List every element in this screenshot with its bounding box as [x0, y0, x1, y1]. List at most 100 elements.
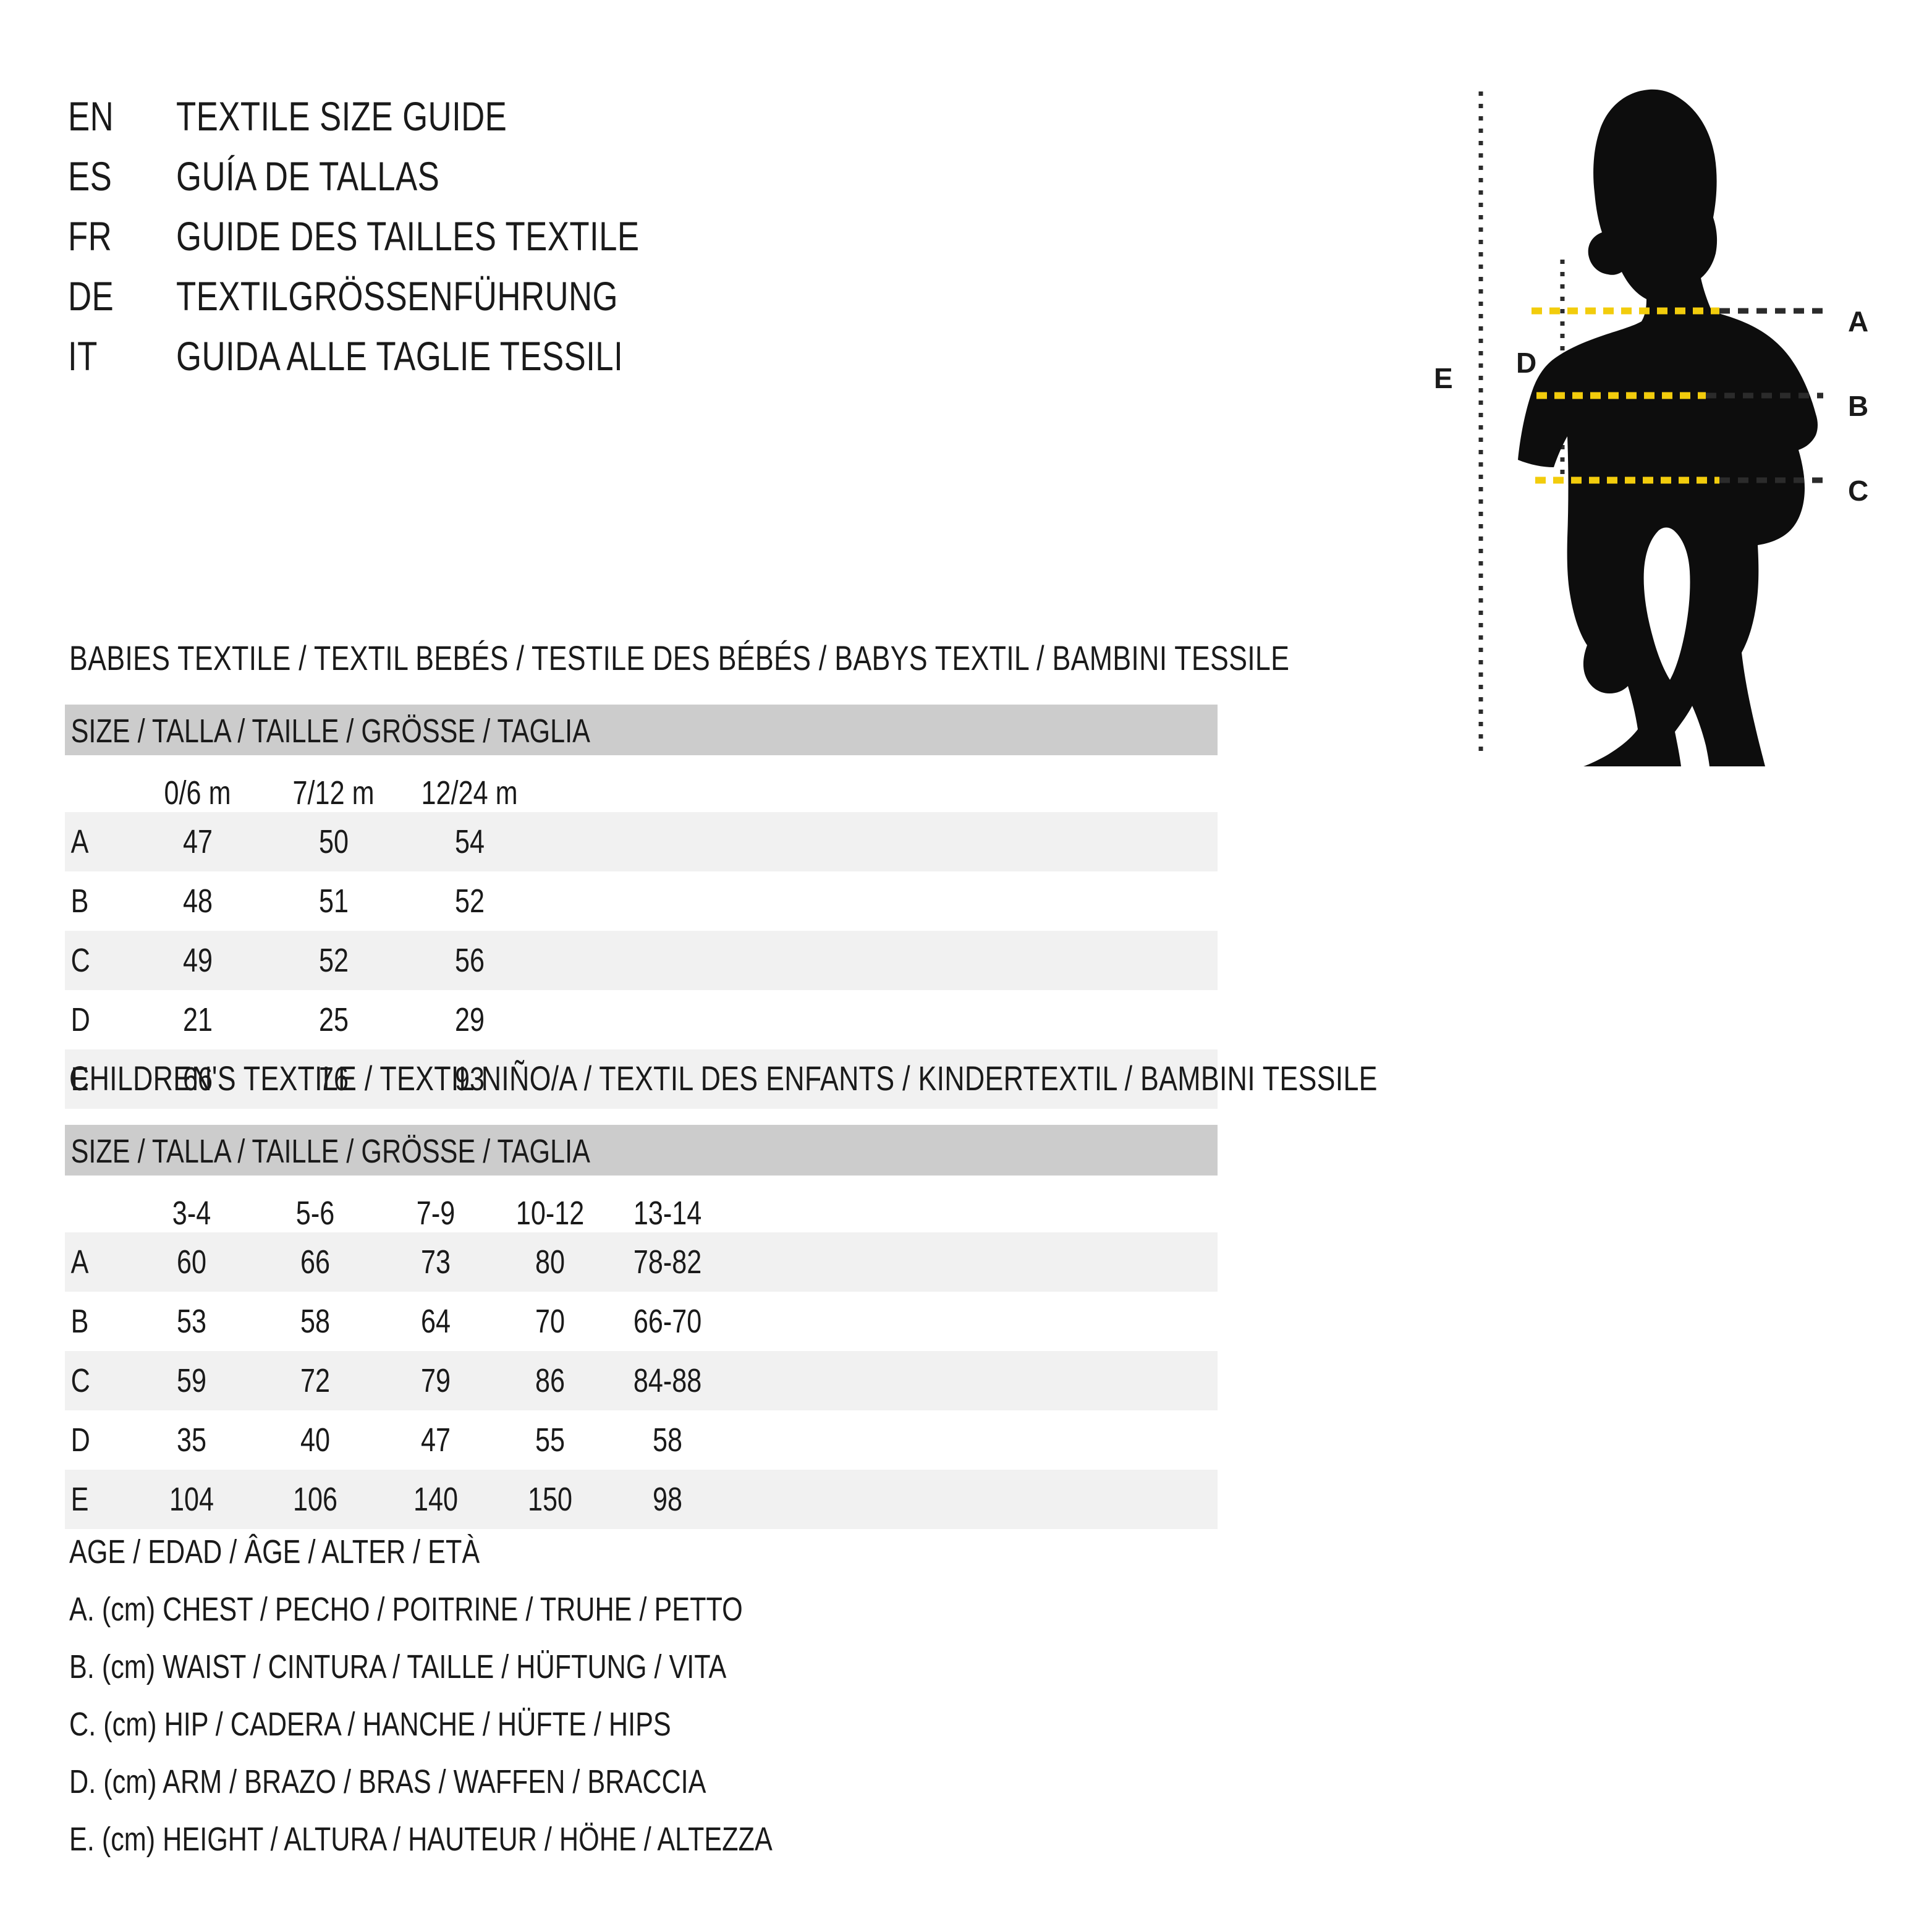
babies-cell-b-0: 48 — [182, 883, 213, 920]
babies-cell-d-1: 25 — [318, 1001, 349, 1038]
legend-age-title: AGE / EDAD / ÂGE / ALTER / ETÀ — [69, 1533, 480, 1570]
table-row: A 60 66 73 80 78-82 — [65, 1232, 1218, 1292]
children-row-label-d: D — [70, 1421, 90, 1459]
language-code-en: EN — [68, 93, 114, 139]
babies-cell-b-2: 52 — [454, 883, 485, 920]
language-row-fr: FR GUIDE DES TAILLES TEXTILE — [68, 213, 995, 273]
diagram-label-e: E — [1434, 362, 1453, 394]
children-section-title: CHILDREN'S TEXTILE / TEXTIL NIÑO/A / TEX… — [69, 1059, 1378, 1098]
children-cell-a-4: 78-82 — [633, 1244, 702, 1281]
language-row-de: DE TEXTILGRÖSSENFÜHRUNG — [68, 273, 995, 333]
children-row-label-c: C — [70, 1362, 90, 1399]
babies-cell-d-2: 29 — [454, 1001, 485, 1038]
children-cell-a-3: 80 — [535, 1244, 566, 1281]
children-cell-d-2: 47 — [420, 1421, 451, 1459]
language-title-es: GUÍA DE TALLAS — [176, 153, 440, 199]
children-column-header-3: 10-12 — [515, 1195, 585, 1232]
children-cell-c-1: 72 — [300, 1362, 331, 1399]
table-row: E 104 106 140 150 98 — [65, 1470, 1218, 1529]
language-title-en: TEXTILE SIZE GUIDE — [176, 93, 507, 139]
diagram-label-d: D — [1516, 347, 1537, 379]
language-code-es: ES — [68, 153, 112, 199]
table-row: D 21 25 29 — [65, 990, 1218, 1049]
table-row: E 66 76 93 — [65, 1049, 1218, 1109]
table-row: D 35 40 47 55 58 — [65, 1410, 1218, 1470]
children-cell-e-4: 98 — [652, 1481, 683, 1518]
babies-cell-e-0: 66 — [182, 1061, 213, 1098]
babies-column-header-row: 0/6 m 7/12 m 12/24 m — [65, 755, 1218, 812]
babies-cell-a-1: 50 — [318, 823, 349, 860]
babies-row-label-d: D — [70, 1001, 90, 1038]
babies-size-table: SIZE / TALLA / TAILLE / GRÖSSE / TAGLIA … — [65, 705, 1218, 1109]
children-cell-d-1: 40 — [300, 1421, 331, 1459]
children-cell-a-1: 66 — [300, 1244, 331, 1281]
babies-row-label-e: E — [70, 1061, 89, 1098]
table-row: C 49 52 56 — [65, 931, 1218, 990]
babies-column-header-1: 7/12 m — [292, 774, 375, 811]
children-cell-a-2: 73 — [420, 1244, 451, 1281]
measurement-legend: AGE / EDAD / ÂGE / ALTER / ETÀ A. (cm) C… — [69, 1523, 948, 1868]
babies-section-title: BABIES TEXTILE / TEXTIL BEBÉS / TESTILE … — [69, 638, 1290, 677]
babies-row-label-b: B — [70, 883, 89, 920]
children-cell-d-0: 35 — [176, 1421, 207, 1459]
children-cell-b-0: 53 — [176, 1303, 207, 1340]
children-column-header-row: 3-4 5-6 7-9 10-12 13-14 — [65, 1176, 1218, 1232]
children-cell-b-1: 58 — [300, 1303, 331, 1340]
children-column-header-4: 13-14 — [633, 1195, 702, 1232]
children-column-header-1: 5-6 — [295, 1195, 335, 1232]
language-row-en: EN TEXTILE SIZE GUIDE — [68, 93, 995, 153]
children-row-label-b: B — [70, 1303, 89, 1340]
children-cell-c-4: 84-88 — [633, 1362, 702, 1399]
measurement-diagram: E D A B C — [1415, 80, 1910, 766]
babies-row-label-c: C — [70, 942, 90, 979]
diagram-label-b: B — [1848, 390, 1869, 422]
children-cell-b-2: 64 — [420, 1303, 451, 1340]
language-title-it: GUIDA ALLE TAGLIE TESSILI — [176, 333, 624, 379]
language-row-es: ES GUÍA DE TALLAS — [68, 153, 995, 213]
language-title-list: EN TEXTILE SIZE GUIDE ES GUÍA DE TALLAS … — [68, 93, 995, 392]
language-code-de: DE — [68, 273, 114, 319]
children-column-header-2: 7-9 — [416, 1195, 455, 1232]
children-cell-e-1: 106 — [292, 1481, 338, 1518]
table-row: B 48 51 52 — [65, 871, 1218, 931]
children-row-label-e: E — [70, 1481, 89, 1518]
language-code-it: IT — [68, 333, 98, 379]
children-size-header-label: SIZE / TALLA / TAILLE / GRÖSSE / TAGLIA — [70, 1133, 590, 1170]
babies-cell-c-1: 52 — [318, 942, 349, 979]
children-column-header-0: 3-4 — [172, 1195, 211, 1232]
legend-item-a: A. (cm) CHEST / PECHO / POITRINE / TRUHE… — [69, 1591, 743, 1628]
children-cell-b-3: 70 — [535, 1303, 566, 1340]
babies-cell-a-2: 54 — [454, 823, 485, 860]
legend-item-e: E. (cm) HEIGHT / ALTURA / HAUTEUR / HÖHE… — [69, 1821, 773, 1858]
language-code-fr: FR — [68, 213, 112, 259]
children-cell-a-0: 60 — [176, 1244, 207, 1281]
children-row-label-a: A — [70, 1244, 89, 1281]
legend-item-c: C. (cm) HIP / CADERA / HANCHE / HÜFTE / … — [69, 1706, 671, 1743]
babies-size-header-row: SIZE / TALLA / TAILLE / GRÖSSE / TAGLIA — [65, 705, 1218, 755]
babies-row-label-a: A — [70, 823, 89, 860]
babies-cell-c-0: 49 — [182, 942, 213, 979]
children-cell-e-2: 140 — [413, 1481, 459, 1518]
babies-cell-e-2: 93 — [454, 1061, 485, 1098]
legend-item-d: D. (cm) ARM / BRAZO / BRAS / WAFFEN / BR… — [69, 1763, 706, 1800]
table-row: A 47 50 54 — [65, 812, 1218, 871]
diagram-label-c: C — [1848, 475, 1869, 507]
children-cell-d-3: 55 — [535, 1421, 566, 1459]
babies-column-header-2: 12/24 m — [421, 774, 519, 811]
children-cell-c-0: 59 — [176, 1362, 207, 1399]
language-row-it: IT GUIDA ALLE TAGLIE TESSILI — [68, 333, 995, 392]
table-row: B 53 58 64 70 66-70 — [65, 1292, 1218, 1351]
children-size-table: SIZE / TALLA / TAILLE / GRÖSSE / TAGLIA … — [65, 1125, 1218, 1529]
babies-column-header-0: 0/6 m — [164, 774, 232, 811]
children-cell-e-0: 104 — [169, 1481, 214, 1518]
children-cell-d-4: 58 — [652, 1421, 683, 1459]
child-silhouette-icon — [1518, 89, 1818, 766]
language-title-fr: GUIDE DES TAILLES TEXTILE — [176, 213, 640, 259]
babies-cell-d-0: 21 — [182, 1001, 213, 1038]
babies-cell-c-2: 56 — [454, 942, 485, 979]
children-cell-e-3: 150 — [527, 1481, 573, 1518]
children-cell-b-4: 66-70 — [633, 1303, 702, 1340]
babies-cell-b-1: 51 — [318, 883, 349, 920]
children-cell-c-2: 79 — [420, 1362, 451, 1399]
